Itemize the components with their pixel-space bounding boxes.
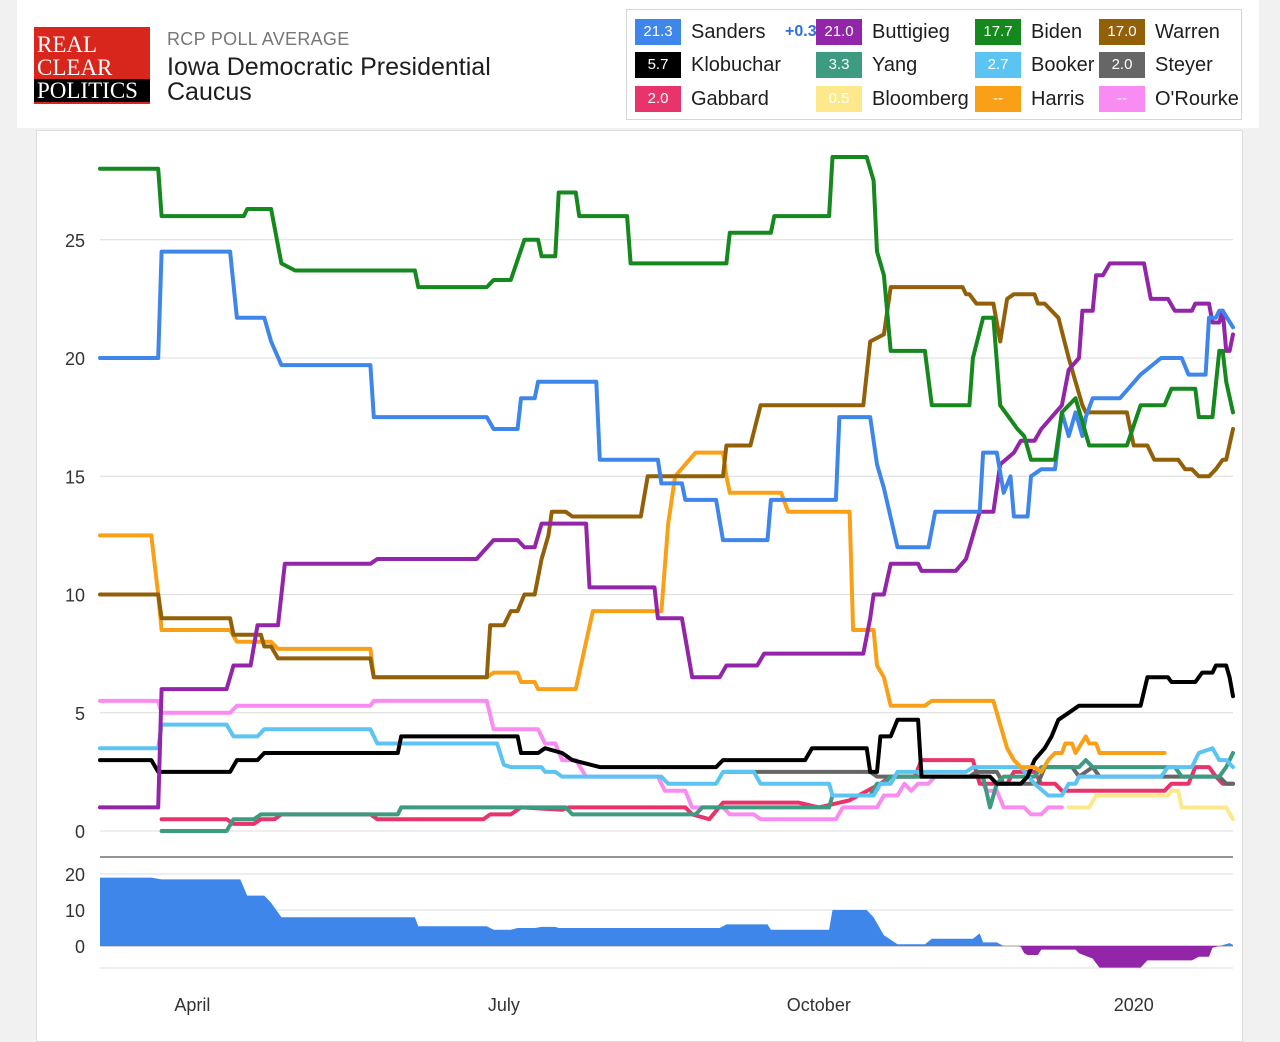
x-tick-labels: April July October 2020 <box>174 995 1153 1015</box>
y-tick-20: 20 <box>65 349 85 369</box>
grid-lines <box>100 239 1233 969</box>
rcp-logo[interactable]: REAL CLEAR POLITICS <box>34 27 150 104</box>
legend-value: 3.3 <box>816 52 862 78</box>
x-tick-april: April <box>174 995 210 1015</box>
legend-name: Buttigieg <box>872 21 950 43</box>
legend-name: Booker <box>1031 54 1095 76</box>
chart-kicker: RCP POLL AVERAGE <box>167 29 350 49</box>
series-line-harris <box>98 450 1167 774</box>
legend-name: Steyer <box>1155 54 1213 76</box>
series-line-bloomberg <box>1066 788 1235 822</box>
y-tick-0: 0 <box>75 822 85 842</box>
legend-name: Klobuchar <box>691 54 782 76</box>
legend-value: -- <box>975 86 1021 112</box>
series-line-sanders <box>98 249 1235 550</box>
series-line-booker <box>98 722 1235 798</box>
logo-word-2: CLEAR <box>37 55 113 80</box>
x-tick-july: July <box>488 995 520 1015</box>
legend-value: 2.0 <box>635 86 681 112</box>
chart-title-line-1: Iowa Democratic Presidential <box>167 53 491 81</box>
chart-title-line-2: Caucus <box>167 78 252 106</box>
legend-value: 21.3 <box>635 19 681 45</box>
legend-name: Biden <box>1031 21 1083 43</box>
series-lines <box>98 155 1235 833</box>
logo-word-1: REAL <box>37 32 98 57</box>
spread-panel <box>100 877 1233 968</box>
legend-value: 2.7 <box>975 52 1021 78</box>
legend-value: 21.0 <box>816 19 862 45</box>
spread-y-tick-0: 0 <box>75 937 85 957</box>
legend-name: Bloomberg <box>872 88 969 110</box>
chart-title: Iowa Democratic Presidential Caucus <box>167 55 527 105</box>
series-line-biden <box>98 155 1235 462</box>
legend-value: 0.5 <box>816 86 862 112</box>
legend: 21.3 Sanders +0.3 21.0 Buttigieg 17.7 Bi… <box>626 9 1242 120</box>
spread-y-tick-10: 10 <box>65 901 85 921</box>
legend-name: O'Rourke <box>1155 88 1239 110</box>
y-tick-10: 10 <box>65 586 85 606</box>
x-tick-october: October <box>787 995 851 1015</box>
y-tick-labels: 0 5 10 15 20 25 0 10 20 <box>65 231 85 957</box>
logo-word-3: POLITICS <box>34 79 150 102</box>
spread-y-tick-20: 20 <box>65 865 85 885</box>
spread-area-negative <box>100 946 1233 968</box>
x-tick-2020: 2020 <box>1114 995 1154 1015</box>
legend-name: Yang <box>872 54 918 76</box>
series-line-klobuchar <box>98 663 1235 786</box>
series-line-buttigieg <box>98 261 1235 810</box>
legend-value: 5.7 <box>635 52 681 78</box>
legend-name: Sanders <box>691 21 766 43</box>
legend-name: Gabbard <box>691 88 769 110</box>
legend-name: Warren <box>1155 21 1220 43</box>
y-tick-25: 25 <box>65 231 85 251</box>
legend-value: 17.7 <box>975 19 1021 45</box>
series-line-warren <box>98 285 1235 680</box>
legend-value: 17.0 <box>1099 19 1145 45</box>
spread-area-positive <box>100 877 1233 946</box>
y-tick-5: 5 <box>75 704 85 724</box>
legend-value: -- <box>1099 86 1145 112</box>
y-tick-15: 15 <box>65 467 85 487</box>
legend-value: 2.0 <box>1099 52 1145 78</box>
legend-name: Harris <box>1031 88 1085 110</box>
legend-change: +0.3 <box>785 23 817 40</box>
